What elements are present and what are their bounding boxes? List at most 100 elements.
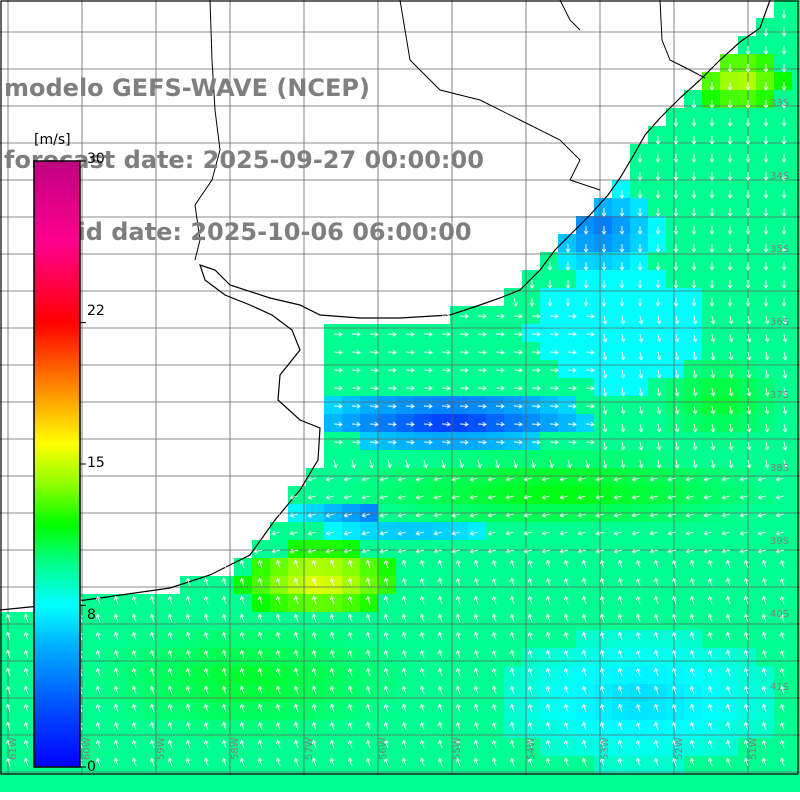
wind-arrow	[204, 595, 209, 605]
wind-arrow	[564, 577, 569, 587]
wind-arrow	[654, 577, 659, 587]
wind-arrow	[744, 577, 749, 587]
wind-arrow	[6, 667, 11, 677]
wind-arrow	[420, 577, 425, 587]
wind-arrow	[582, 667, 587, 677]
wind-arrow	[672, 595, 677, 605]
wind-arrow	[764, 459, 770, 469]
wind-arrow	[780, 577, 785, 587]
wind-arrow	[451, 476, 461, 482]
wind-arrow	[708, 703, 713, 713]
wind-arrow	[186, 721, 191, 731]
wind-arrow	[150, 685, 155, 695]
wind-arrow	[744, 595, 749, 605]
wind-arrow	[638, 333, 644, 343]
wind-arrow	[474, 721, 479, 731]
wind-arrow	[746, 423, 752, 433]
wind-arrow	[531, 331, 541, 337]
wind-arrow	[692, 387, 698, 397]
wind-arrow	[547, 298, 553, 307]
wind-arrow	[762, 739, 767, 749]
wind-arrow	[565, 244, 571, 253]
wind-arrow	[420, 559, 425, 569]
wind-arrow	[438, 613, 443, 623]
wind-arrow	[513, 297, 518, 307]
wind-arrow	[567, 403, 577, 409]
wind-arrow	[781, 244, 787, 253]
wind-arrow	[690, 667, 695, 677]
wind-arrow	[325, 512, 335, 518]
wind-arrow	[492, 595, 497, 605]
wind-arrow	[492, 739, 497, 749]
coastline	[0, 0, 771, 611]
wind-arrow	[583, 262, 589, 271]
wind-arrow	[456, 559, 461, 569]
wind-arrow	[114, 667, 119, 677]
wind-arrow	[728, 441, 734, 451]
wind-arrow	[637, 154, 643, 163]
wind-arrow	[655, 136, 661, 145]
wind-arrow	[474, 577, 479, 587]
wind-arrow	[757, 548, 767, 554]
wind-arrow	[583, 244, 589, 253]
wind-arrow	[405, 385, 415, 391]
wind-arrow	[415, 530, 425, 536]
wind-arrow	[204, 667, 209, 677]
wind-arrow	[253, 548, 263, 554]
wind-arrow	[294, 559, 299, 569]
wind-arrow	[348, 667, 353, 677]
wind-arrow	[132, 721, 137, 731]
wind-arrow	[240, 631, 245, 641]
wind-arrow	[132, 649, 137, 659]
wind-arrow	[602, 405, 608, 415]
wind-arrow	[312, 613, 317, 623]
wind-arrow	[384, 721, 389, 731]
wind-arrow	[763, 136, 769, 145]
wind-arrow	[782, 387, 788, 397]
wind-arrow	[387, 349, 397, 355]
wind-arrow	[402, 721, 407, 731]
wind-arrow	[600, 649, 605, 659]
wind-arrow	[366, 613, 371, 623]
wind-arrow	[384, 631, 389, 641]
wind-arrow	[577, 494, 587, 500]
wind-arrow	[739, 530, 749, 536]
wind-arrow	[620, 423, 626, 433]
wind-arrow	[402, 685, 407, 695]
wind-arrow	[781, 118, 787, 127]
wind-arrow	[672, 757, 677, 767]
wind-arrow	[727, 244, 733, 253]
wind-arrow	[649, 512, 659, 518]
wind-arrow	[710, 459, 716, 469]
wind-arrow	[691, 118, 697, 127]
wind-arrow	[637, 190, 643, 199]
wind-arrow	[727, 154, 733, 163]
wind-arrow	[343, 512, 353, 518]
wind-arrow	[397, 530, 407, 536]
wind-arrow	[438, 703, 443, 713]
wind-arrow	[438, 649, 443, 659]
wind-arrow	[745, 190, 751, 199]
wind-arrow	[619, 208, 625, 217]
wind-arrow	[709, 172, 715, 181]
wind-arrow	[691, 100, 697, 109]
wind-arrow	[600, 577, 605, 587]
wind-arrow	[114, 739, 119, 749]
wind-arrow	[351, 439, 361, 445]
wind-arrow	[456, 703, 461, 713]
wind-arrow	[330, 667, 335, 677]
wind-arrow	[366, 595, 371, 605]
wind-arrow	[186, 667, 191, 677]
wind-arrow	[204, 613, 209, 623]
wind-arrow	[567, 349, 577, 355]
wind-arrow	[351, 385, 361, 391]
wind-arrow	[726, 577, 731, 587]
wind-arrow	[745, 172, 751, 181]
wind-arrow	[602, 423, 608, 433]
wind-arrow	[567, 367, 577, 373]
wind-arrow	[312, 667, 317, 677]
wind-arrow	[721, 548, 731, 554]
wind-arrow	[276, 757, 281, 767]
wind-arrow	[619, 280, 625, 289]
